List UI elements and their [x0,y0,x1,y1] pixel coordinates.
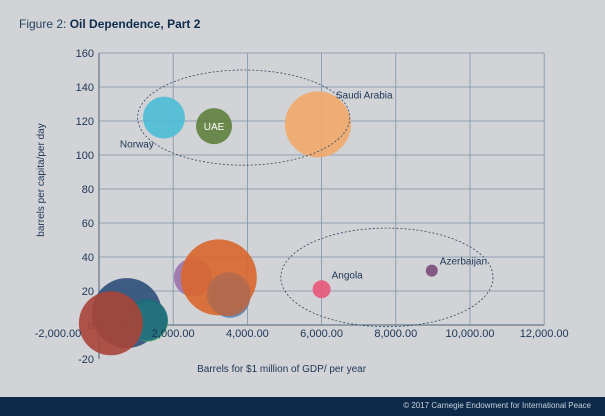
bubble-label: Azerbaijan [440,257,487,268]
copyright-text: © 2017 Carnegie Endowment for Internatio… [403,401,591,410]
x-tick-label: -2,000.00 [35,328,81,340]
y-tick-label: 120 [76,116,94,128]
x-tick-label: 6,000.00 [300,328,343,340]
y-tick-label: 60 [82,218,94,230]
footer-bar: © 2017 Carnegie Endowment for Internatio… [0,397,605,416]
y-tick-label: 160 [76,48,94,60]
bubble-label: Angola [332,270,364,281]
bubble-label: Norway [120,140,154,151]
bubble-uae [196,108,233,145]
bubble-label: Saudi Arabia [336,90,393,101]
annotation-ellipse [137,69,351,166]
x-tick-label: 10,000.00 [446,328,495,340]
y-tick-label: 140 [76,82,94,94]
x-tick-label: 8,000.00 [374,328,417,340]
y-axis-title: barrels per capita/per day [36,123,47,236]
bubble-chart: -20020406080100120140160-2,000.002,000.0… [35,48,569,375]
y-tick-label: 100 [76,150,94,162]
x-tick-label: 12,000.00 [520,328,569,340]
figure-title-prefix: Figure 2: [19,17,67,31]
y-tick-label: -20 [78,354,94,366]
annotation-ellipse [280,227,494,328]
figure-title-main: Oil Dependence, Part 2 [69,17,201,31]
bubble [78,291,143,356]
bubble-norway [142,96,185,139]
y-tick-label: 40 [82,252,94,264]
x-axis-title: Barrels for $1 million of GDP/ per year [197,364,367,375]
x-tick-label: 4,000.00 [226,328,269,340]
bubble-saudi-arabia [284,91,351,158]
figure-title: Figure 2: Oil Dependence, Part 2 [19,17,200,31]
y-tick-label: 80 [82,184,94,196]
x-tick-label: 2,000.00 [152,328,195,340]
bubble-angola [312,280,331,299]
bubble-azerbaijan [425,264,438,277]
bubble-label: UAE [204,122,225,133]
y-tick-label: 20 [82,286,94,298]
bubble [206,272,251,317]
